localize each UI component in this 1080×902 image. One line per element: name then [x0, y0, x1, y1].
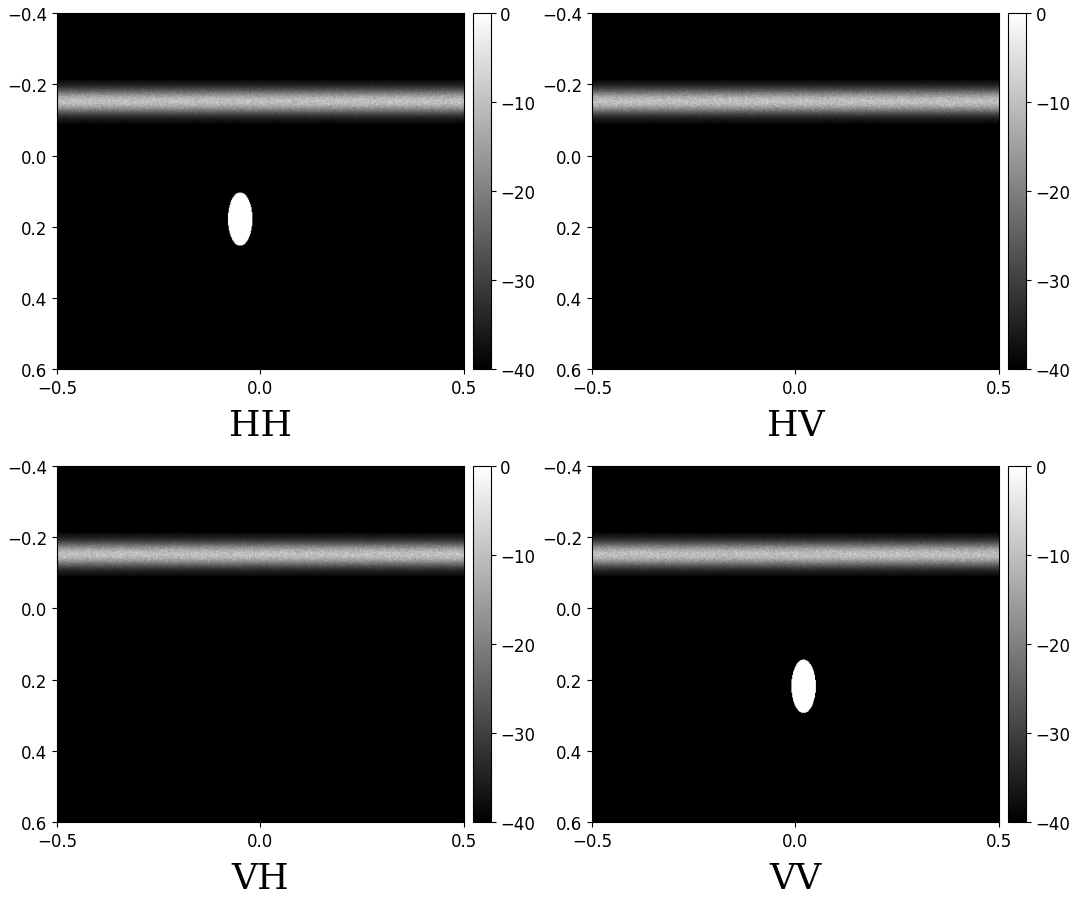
X-axis label: VH: VH: [231, 861, 289, 895]
X-axis label: HV: HV: [767, 409, 824, 443]
X-axis label: HH: HH: [229, 409, 292, 443]
X-axis label: VV: VV: [769, 861, 822, 895]
